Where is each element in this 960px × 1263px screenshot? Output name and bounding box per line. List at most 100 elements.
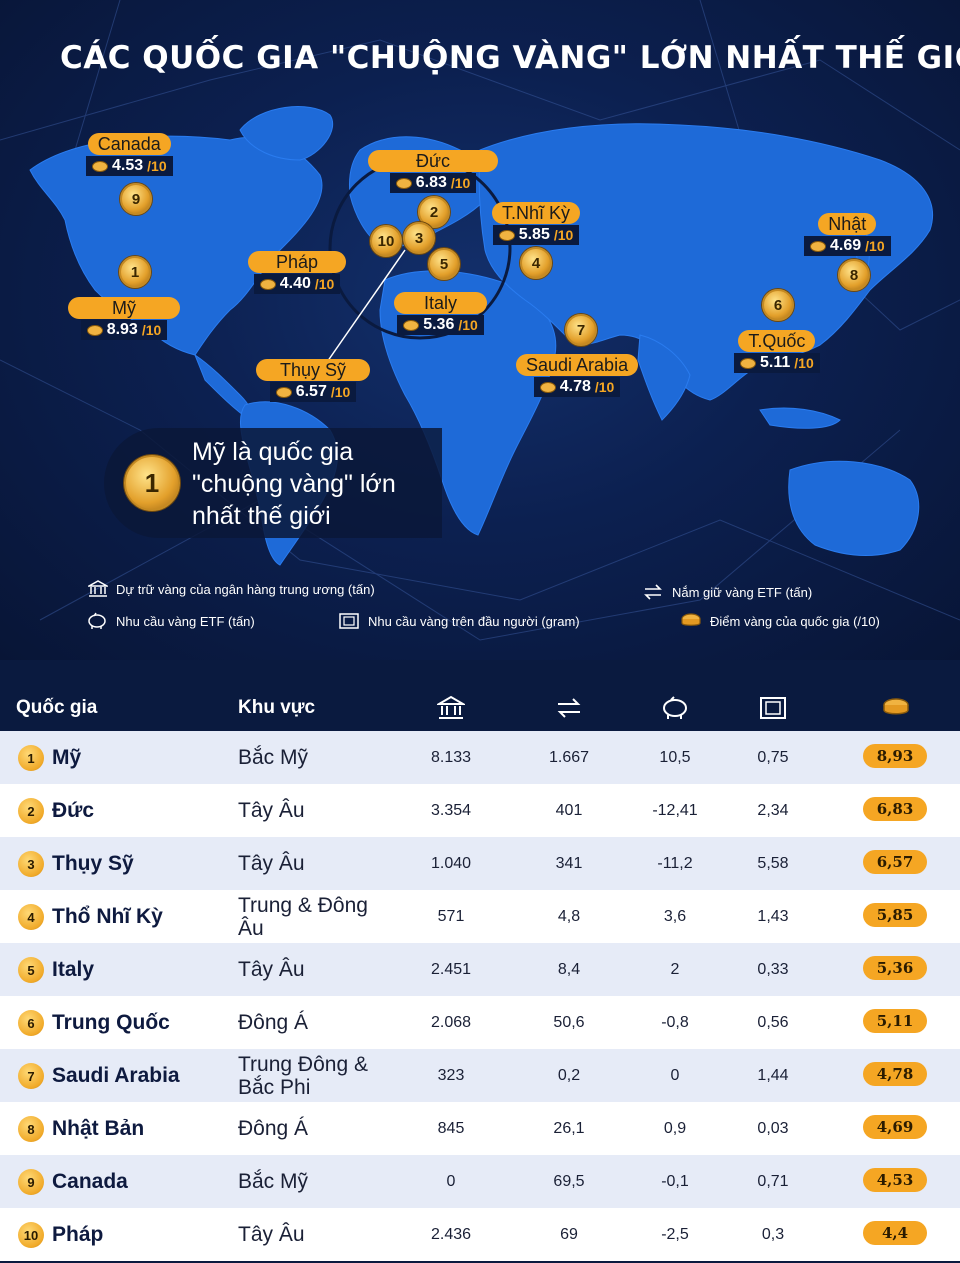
score-denominator: /10 [865, 238, 885, 254]
score-badge: 8,93 [863, 744, 927, 768]
per-capita-value: 0,71 [757, 1172, 789, 1190]
rank-medal: 6 [762, 289, 794, 321]
exchange-icon [557, 698, 581, 718]
etf-holding-value: 4,8 [557, 907, 581, 925]
map-label-name: T.Quốc [738, 330, 816, 352]
reserves-value: 845 [437, 1119, 465, 1137]
score-denominator: /10 [314, 276, 335, 292]
score-badge: 4,53 [863, 1168, 927, 1192]
map-label-name: Nhật [818, 213, 877, 235]
region-name: Tây Âu [238, 1223, 305, 1246]
table-row: 9 Canada Bắc Mỹ 0 69,5 -0,1 0,71 4,53 [0, 1155, 960, 1208]
rank-badge: 4 [18, 904, 44, 930]
score-value: 6.57 [295, 383, 327, 400]
score-value: 5.36 [423, 316, 455, 333]
score-badge: 4,78 [863, 1062, 927, 1086]
legend-etf-holding: Nắm giữ vàng ETF (tấn) [642, 583, 812, 601]
legend-label: Nhu cầu vàng trên đầu người (gram) [368, 613, 580, 629]
exchange-icon [644, 584, 662, 600]
country-name: Đức [52, 798, 95, 822]
piggy-bank-icon [88, 612, 106, 629]
map-section: CÁC QUỐC GIA "CHUỘNG VÀNG" LỚN NHẤT THẾ … [0, 0, 960, 660]
map-label-saudi-arabia: Saudi Arabia 4.78/10 [516, 354, 639, 397]
table-row: 5 Italy Tây Âu 2.451 8,4 2 0,33 5,36 [0, 943, 960, 996]
coin-stack-icon [681, 613, 701, 626]
gold-bar-icon [339, 613, 359, 629]
score-value: 4.53 [112, 157, 144, 174]
rank-medal: 5 [428, 248, 460, 280]
reserves-value: 323 [437, 1066, 465, 1084]
ranking-table: Quốc gia Khu vực 1 Mỹ Bắc Mỹ 8.133 1.667 10,5… [0, 660, 960, 1263]
score-badge: 5,36 [863, 956, 927, 980]
coin-icon [539, 381, 556, 393]
rank-badge: 6 [18, 1010, 44, 1036]
per-capita-value: 0,03 [757, 1119, 789, 1137]
per-capita-value: 0,33 [757, 960, 789, 978]
rank-badge: 2 [18, 798, 44, 824]
score-badge: 4,69 [863, 1115, 927, 1139]
rank-badge: 5 [18, 957, 44, 983]
map-label-canada: Canada 4.53/10 [86, 133, 173, 176]
etf-demand-value: -0,8 [661, 1013, 689, 1031]
map-label-name: Pháp [248, 251, 347, 273]
etf-holding-value: 50,6 [553, 1013, 585, 1031]
rank-medal: 3 [403, 222, 435, 254]
coin-icon [259, 278, 276, 290]
score-value: 6.83 [415, 174, 447, 191]
etf-holding-value: 401 [555, 801, 583, 819]
legend-reserves: Dự trữ vàng của ngân hàng trung ương (tấ… [88, 580, 375, 598]
map-label-italy: Italy 5.36/10 [394, 292, 488, 335]
etf-holding-value: 341 [555, 854, 583, 872]
country-name: Nhật Bản [52, 1116, 145, 1140]
legend-label: Dự trữ vàng của ngân hàng trung ương (tấ… [116, 581, 375, 597]
rank-badge: 1 [18, 745, 44, 771]
reserves-value: 0 [446, 1172, 456, 1190]
map-label-name: Đức [368, 150, 499, 172]
etf-holding-value: 26,1 [553, 1119, 585, 1137]
map-label-score: 5.85/10 [492, 225, 580, 245]
score-denominator: /10 [141, 322, 162, 338]
etf-demand-value: -12,41 [652, 801, 698, 819]
table-header: Quốc gia Khu vực [0, 684, 960, 732]
coin-icon [403, 319, 420, 331]
rank-badge: 7 [18, 1063, 44, 1089]
header-etf-holding [539, 684, 599, 732]
map-label-score: 6.83/10 [389, 173, 477, 193]
gold-bar-icon [760, 697, 786, 719]
map-label-name: Mỹ [68, 297, 180, 319]
map-label-france: Pháp 4.40/10 [248, 251, 347, 294]
header-region: Khu vực [238, 697, 316, 718]
map-label-score: 6.57/10 [269, 382, 357, 402]
region-name: Bắc Mỹ [238, 1170, 309, 1193]
region-name: Đông Á [238, 1117, 309, 1140]
header-country: Quốc gia [16, 697, 98, 718]
country-name: Italy [52, 957, 95, 981]
map-label-name: Italy [394, 292, 488, 314]
page-title: CÁC QUỐC GIA "CHUỘNG VÀNG" LỚN NHẤT THẾ … [60, 40, 960, 76]
etf-holding-value: 69,5 [553, 1172, 585, 1190]
header-per-capita [743, 684, 803, 732]
legend-score: Điểm vàng của quốc gia (/10) [680, 612, 880, 630]
etf-holding-value: 0,2 [557, 1066, 581, 1084]
per-capita-value: 0,75 [757, 748, 789, 766]
score-badge: 5,11 [863, 1009, 927, 1033]
etf-demand-value: -2,5 [661, 1225, 689, 1243]
piggy-bank-icon [663, 696, 687, 719]
table-row: 1 Mỹ Bắc Mỹ 8.133 1.667 10,5 0,75 8,93 [0, 731, 960, 784]
etf-demand-value: 10,5 [659, 748, 691, 766]
rank-medal: 1 [119, 256, 151, 288]
score-denominator: /10 [450, 175, 471, 191]
region-name: Trung Đông & Bắc Phi [238, 1052, 368, 1099]
map-label-score: 5.11/10 [734, 353, 820, 373]
reserves-value: 2.068 [430, 1013, 472, 1031]
country-name: Pháp [52, 1222, 104, 1246]
country-name: Mỹ [52, 745, 82, 769]
etf-holding-value: 8,4 [557, 960, 581, 978]
country-name: Thụy Sỹ [52, 851, 134, 875]
table-row: 8 Nhật Bản Đông Á 845 26,1 0,9 0,03 4,69 [0, 1102, 960, 1155]
etf-demand-value: -0,1 [661, 1172, 689, 1190]
score-badge: 5,85 [863, 903, 927, 927]
coin-stack-icon [883, 698, 909, 715]
map-label-score: 4.40/10 [253, 274, 341, 294]
table-row: 7 Saudi Arabia Trung Đông & Bắc Phi 323 0,2 0… [0, 1049, 960, 1102]
